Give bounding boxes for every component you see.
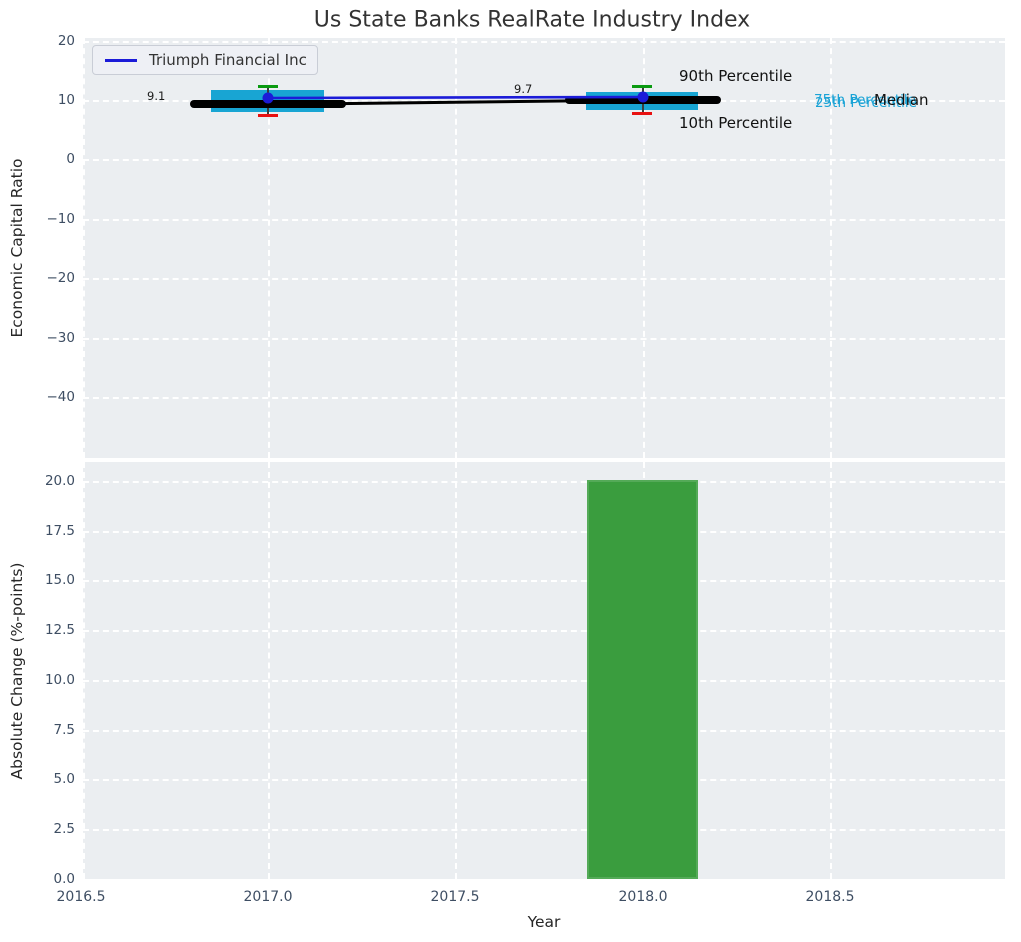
- top-y-axis-label: Economic Capital Ratio: [8, 158, 26, 338]
- annotation-90th-percentile: 90th Percentile: [679, 67, 793, 85]
- gridline: [83, 580, 1005, 582]
- x-tick: 2018.0: [618, 889, 668, 905]
- gridline: [455, 38, 457, 458]
- annotation-25th-percentile: 25th Percentile: [815, 95, 917, 111]
- y-tick: 15.0: [44, 572, 75, 588]
- change-bar-2018: [587, 480, 698, 879]
- gridline: [268, 38, 270, 458]
- x-tick: 2017.5: [430, 889, 480, 905]
- median-value-label-2018: 9.7: [514, 82, 533, 96]
- y-tick: 10: [57, 92, 75, 108]
- x-tick: 2018.5: [805, 889, 855, 905]
- x-tick: 2016.5: [56, 889, 106, 905]
- gridline: [83, 219, 1005, 221]
- p90-cap-2018: [632, 85, 652, 88]
- gridline: [83, 38, 85, 458]
- annotation-median: Median: [874, 91, 929, 109]
- company-line: [267, 95, 644, 100]
- chart-title: Us State Banks RealRate Industry Index: [313, 7, 751, 33]
- y-tick: 7.5: [53, 722, 75, 738]
- x-tick: 2017.0: [243, 889, 293, 905]
- p10-cap-2017: [258, 114, 278, 117]
- y-tick: 12.5: [44, 622, 75, 638]
- gridline: [83, 41, 1005, 43]
- median-value-label-2017: 9.1: [147, 89, 166, 103]
- legend-label: Triumph Financial Inc: [149, 51, 307, 69]
- gridline: [83, 779, 1005, 781]
- annotation-10th-percentile: 10th Percentile: [679, 114, 793, 132]
- line-series-layer: [262, 91, 649, 106]
- annotation-75th-percentile: 75th Percentile: [814, 92, 916, 108]
- gridline: [83, 531, 1005, 533]
- bottom-y-axis-label: Absolute Change (%-points): [8, 562, 26, 780]
- y-tick: −10: [46, 211, 76, 227]
- gridline: [83, 159, 1005, 161]
- gridline: [83, 462, 85, 879]
- company-marker-2017: [262, 92, 274, 104]
- top-plot-area: [83, 38, 1005, 458]
- p90-cap-2017: [258, 85, 278, 88]
- gridline: [455, 462, 457, 879]
- y-tick: 20: [57, 33, 75, 49]
- gridline: [83, 338, 1005, 340]
- median-connector-line: [267, 98, 644, 106]
- gridline: [268, 462, 270, 879]
- gridline: [830, 38, 832, 458]
- gridline: [83, 397, 1005, 399]
- y-tick: 0.0: [53, 871, 75, 887]
- gridline: [83, 630, 1005, 632]
- legend: Triumph Financial Inc: [92, 45, 318, 75]
- y-tick: 0: [66, 151, 75, 167]
- y-tick: 10.0: [44, 672, 75, 688]
- y-tick: −30: [46, 330, 76, 346]
- gridline: [83, 680, 1005, 682]
- x-axis-label: Year: [527, 913, 561, 931]
- gridline: [83, 278, 1005, 280]
- gridline: [83, 730, 1005, 732]
- y-tick: 17.5: [44, 523, 75, 539]
- gridline: [83, 829, 1005, 831]
- y-tick: 20.0: [44, 473, 75, 489]
- y-tick: 5.0: [53, 771, 75, 787]
- y-tick: 2.5: [53, 821, 75, 837]
- gridline: [83, 481, 1005, 483]
- y-tick: −40: [46, 389, 76, 405]
- legend-line-swatch: [105, 58, 137, 62]
- p10-cap-2018: [632, 112, 652, 115]
- gridline: [830, 462, 832, 879]
- bottom-plot-area: [83, 462, 1005, 879]
- y-tick: −20: [46, 270, 76, 286]
- gridline: [643, 38, 645, 458]
- company-marker-2018: [637, 91, 649, 103]
